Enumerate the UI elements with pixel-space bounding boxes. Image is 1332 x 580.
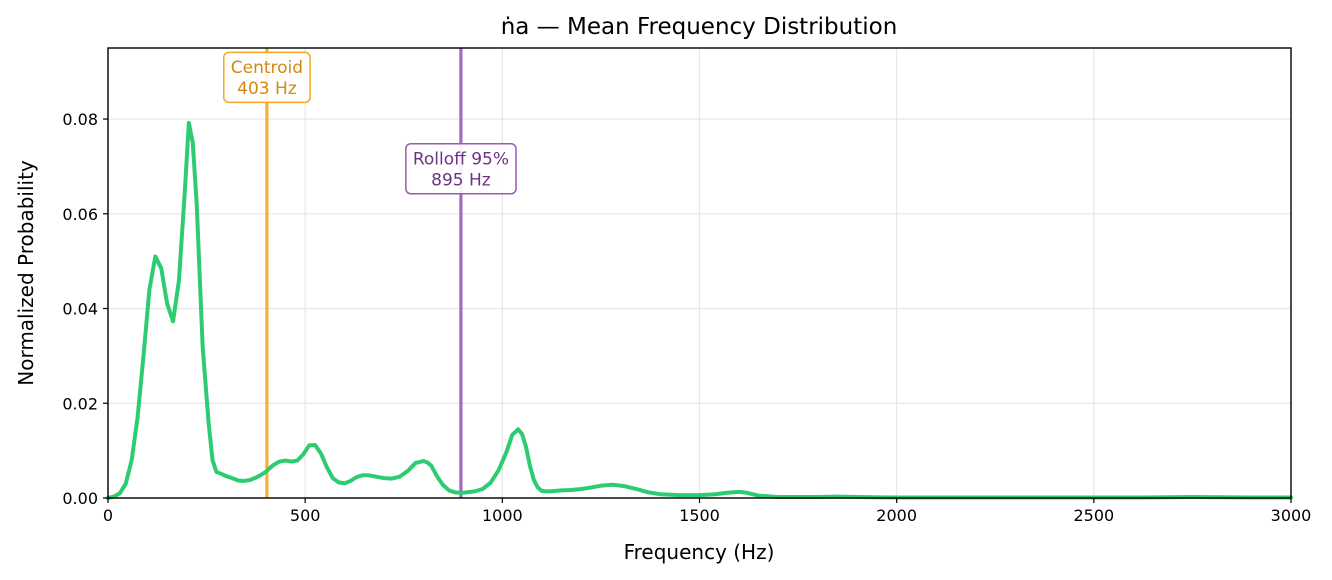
annotation-label: Rolloff 95%895 Hz [405,143,517,195]
y-tick-label: 0.00 [62,489,98,508]
annotation-box [223,51,311,104]
y-tick-label: 0.06 [62,205,98,224]
axis-ticks: 0 500 1000 1500 2000 2500 3000 0.00 0.02 0.04 0.06… [62,110,1311,525]
x-tick-label: 0 [103,506,113,525]
annotation-text: Rolloff 95% [413,149,509,169]
annotation-text: 895 Hz [431,170,491,190]
x-tick-label: 1000 [482,506,523,525]
annotation-text: 403 Hz [237,79,297,99]
annotation-box [405,143,517,195]
x-tick-label: 3000 [1271,506,1312,525]
y-axis-label: Normalized Probability [14,160,38,386]
x-tick-label: 500 [290,506,321,525]
series-line [106,120,1293,500]
marker-lines [265,48,463,498]
y-tick-label: 0.02 [62,394,98,413]
annotation-text: Centroid [231,58,303,78]
x-tick-label: 2000 [876,506,917,525]
y-tick-label: 0.04 [62,300,98,319]
chart-title: ṅa — Mean Frequency Distribution [501,14,898,40]
x-tick-label: 1500 [679,506,720,525]
x-tick-label: 2500 [1073,506,1114,525]
x-axis-label: Frequency (Hz) [624,540,775,564]
series-lines [106,120,1293,500]
y-tick-label: 0.08 [62,110,98,129]
